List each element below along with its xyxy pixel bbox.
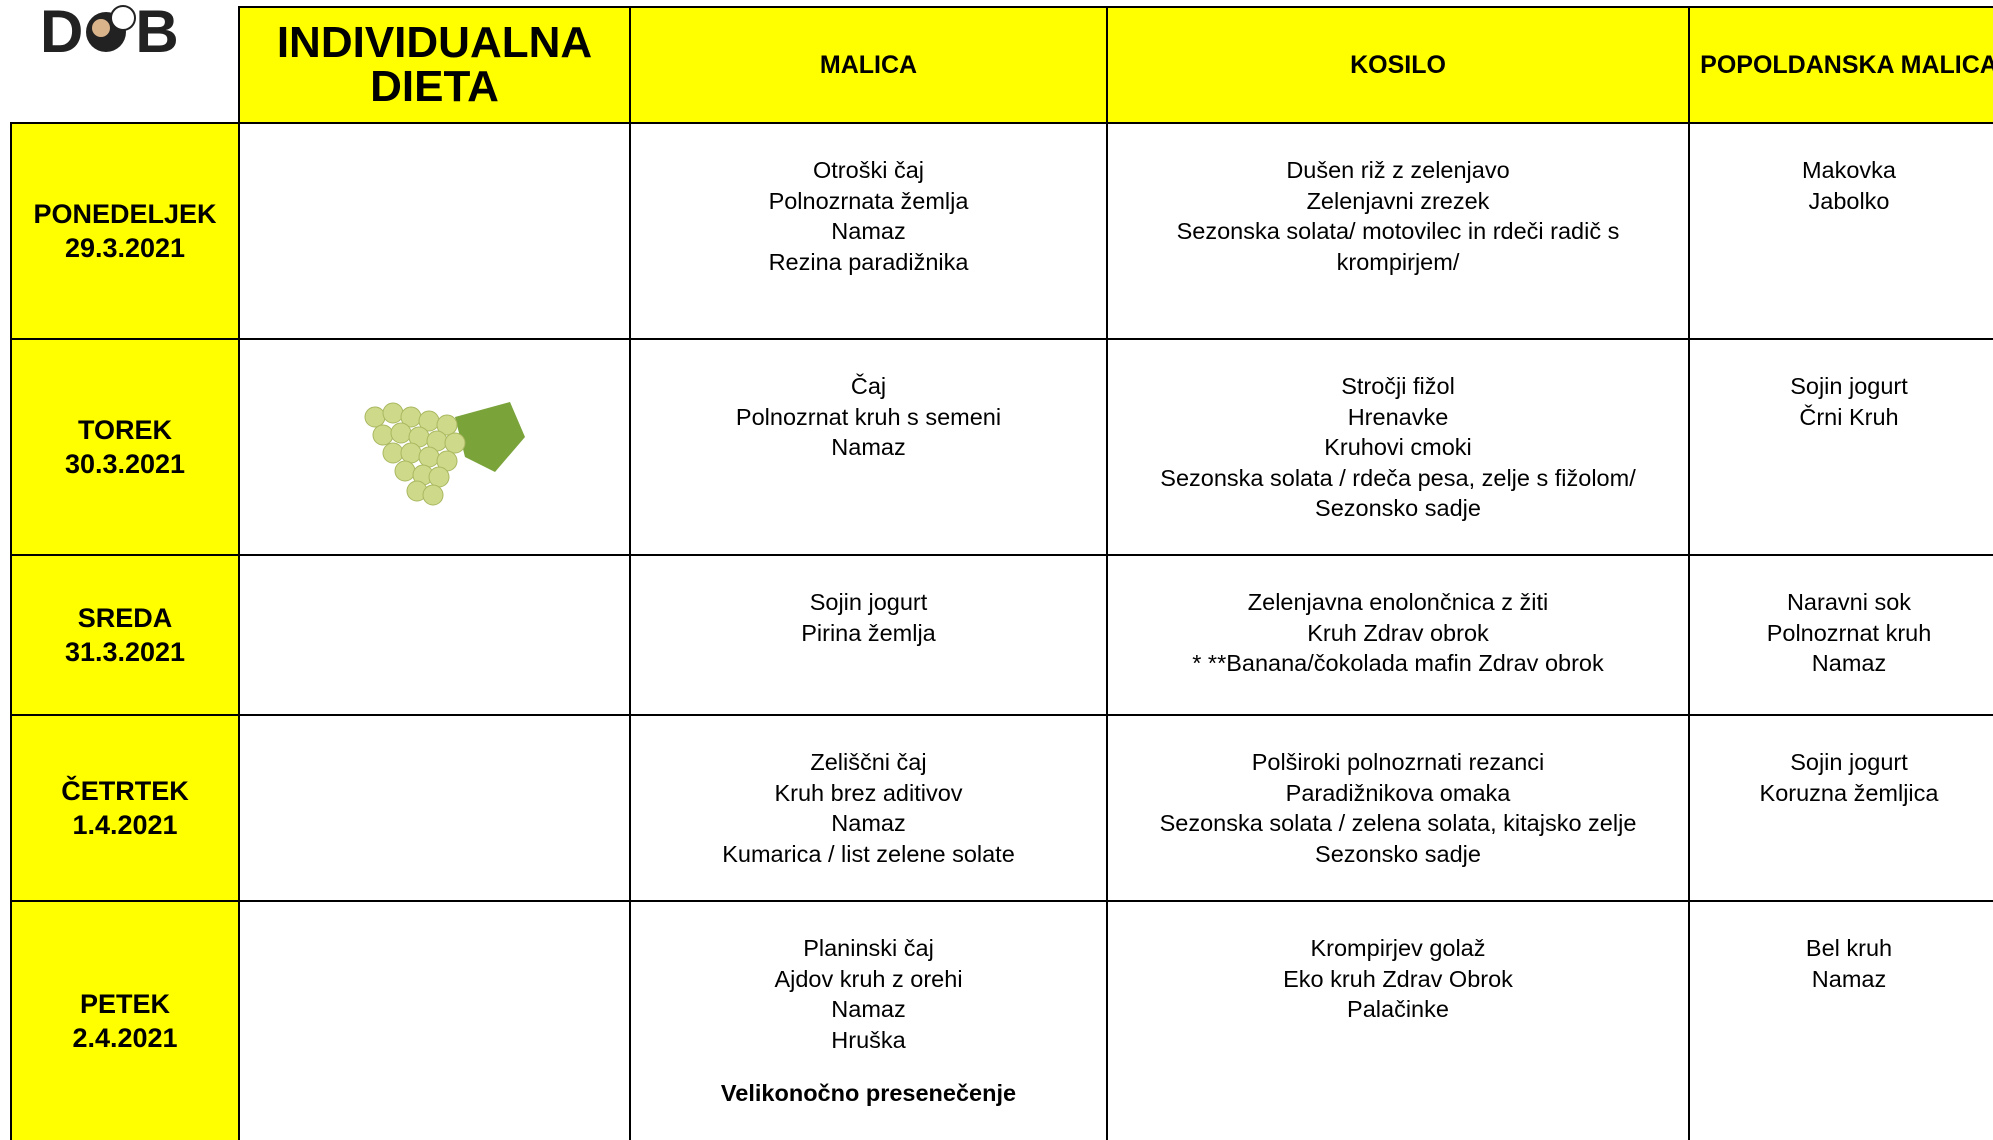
malica-cell: Otroški čaj Polnozrnata žemlja Namaz Rezina… bbox=[629, 122, 1106, 338]
popoldanska-cell: Sojin jogurt Koruzna žemljica bbox=[1688, 714, 1993, 900]
menu-item: Namaz bbox=[831, 218, 906, 244]
menu-note: Velikonočno presenečenje bbox=[720, 1080, 1017, 1106]
menu-item: Krompirjev golaž bbox=[1310, 935, 1486, 961]
column-header: MALICA bbox=[629, 6, 1106, 122]
day-cell: PETEK 2.4.2021 bbox=[10, 900, 238, 1140]
menu-item: Makovka bbox=[1801, 157, 1897, 183]
image-cell bbox=[238, 338, 629, 554]
menu-item: Kruh brez aditivov bbox=[774, 779, 963, 806]
menu-item: Polnozrnat kruh bbox=[1766, 619, 1932, 646]
menu-item: Paradižnikova omaka bbox=[1285, 779, 1511, 806]
menu-item: Zelenjavna enolončnica z žiti bbox=[1247, 589, 1549, 615]
menu-item: Namaz bbox=[831, 810, 906, 836]
menu-item: Namaz bbox=[831, 996, 906, 1022]
day-date: 30.3.2021 bbox=[64, 449, 186, 479]
menu-item: Dušen riž z zelenjavo bbox=[1286, 157, 1510, 183]
menu-item: Sojin jogurt bbox=[1790, 749, 1908, 775]
menu-item: Rezina paradižnika bbox=[768, 248, 969, 275]
image-cell bbox=[238, 122, 629, 338]
menu-item: Hrenavke bbox=[1347, 403, 1449, 430]
menu-item: Namaz bbox=[1811, 650, 1887, 676]
menu-item: Sezonska solata / zelena solata, kitajsk… bbox=[1159, 810, 1637, 836]
menu-item: Zelenjavni zrezek bbox=[1306, 187, 1490, 214]
kosilo-cell: Zelenjavna enolončnica z žiti Kruh Zdrav … bbox=[1106, 554, 1688, 714]
menu-item: Namaz bbox=[1811, 965, 1887, 992]
menu-item: Kruhovi cmoki bbox=[1324, 434, 1472, 460]
kosilo-cell: Polširoki polnozrnati rezanci Paradižniko… bbox=[1106, 714, 1688, 900]
day-name: ČETRTEK bbox=[61, 776, 189, 806]
column-header: POPOLDANSKA MALICA bbox=[1688, 6, 1993, 122]
image-cell bbox=[238, 900, 629, 1140]
menu-item: Kruh Zdrav obrok bbox=[1307, 619, 1489, 646]
menu-item: Sojin jogurt bbox=[809, 589, 928, 615]
menu-item: Namaz bbox=[831, 434, 906, 460]
menu-item: Polširoki polnozrnati rezanci bbox=[1251, 749, 1545, 775]
kosilo-cell: Stročji fižol Hrenavke Kruhovi cmoki Sezons… bbox=[1106, 338, 1688, 554]
logo-icon bbox=[86, 5, 137, 52]
menu-item: Koruzna žemljica bbox=[1759, 779, 1939, 806]
day-cell: SREDA 31.3.2021 bbox=[10, 554, 238, 714]
menu-item: Sezonsko sadje bbox=[1315, 840, 1481, 867]
menu-item: Ajdov kruh z orehi bbox=[774, 965, 963, 992]
logo: D B bbox=[40, 0, 179, 66]
menu-item: Planinski čaj bbox=[803, 935, 934, 961]
image-cell bbox=[238, 714, 629, 900]
menu-item: Zeliščni čaj bbox=[810, 749, 927, 775]
menu-item: Polnozrnata žemlja bbox=[768, 187, 969, 214]
day-date: 1.4.2021 bbox=[72, 810, 178, 840]
menu-item: Polnozrnat kruh s semeni bbox=[735, 403, 1002, 430]
menu-item: Naravni sok bbox=[1786, 589, 1912, 615]
menu-item: Črni Kruh bbox=[1799, 403, 1899, 430]
column-header: KOSILO bbox=[1106, 6, 1688, 122]
malica-cell: Čaj Polnozrnat kruh s semeni Namaz bbox=[629, 338, 1106, 554]
menu-item: Sezonsko sadje bbox=[1315, 495, 1481, 521]
menu-item: Sojin jogurt bbox=[1790, 373, 1908, 399]
kosilo-cell: Krompirjev golaž Eko kruh Zdrav Obrok Pala… bbox=[1106, 900, 1688, 1140]
malica-cell: Planinski čaj Ajdov kruh z orehi Namaz Hruš… bbox=[629, 900, 1106, 1140]
popoldanska-cell: Makovka Jabolko bbox=[1688, 122, 1993, 338]
day-name: PONEDELJEK bbox=[33, 199, 217, 229]
day-cell: TOREK 30.3.2021 bbox=[10, 338, 238, 554]
table-title: INDIVIDUALNA DIETA bbox=[238, 6, 629, 122]
menu-item: Stročji fižol bbox=[1341, 373, 1455, 399]
menu-item: Čaj bbox=[850, 373, 887, 399]
day-name: TOREK bbox=[77, 415, 172, 445]
day-name: SREDA bbox=[77, 603, 173, 633]
day-cell: PONEDELJEK 29.3.2021 bbox=[10, 122, 238, 338]
menu-item: Jabolko bbox=[1808, 187, 1890, 214]
menu-item: Otroški čaj bbox=[813, 157, 924, 183]
menu-item: Sezonska solata / rdeča pesa, zelje s fi… bbox=[1160, 464, 1636, 491]
day-date: 29.3.2021 bbox=[64, 233, 186, 263]
day-name: PETEK bbox=[79, 989, 171, 1019]
menu-item: Sezonska solata/ motovilec in rdeči radi… bbox=[1176, 218, 1620, 275]
popoldanska-cell: Sojin jogurt Črni Kruh bbox=[1688, 338, 1993, 554]
menu-table: INDIVIDUALNA DIETA MALICA KOSILO POPOLDA… bbox=[10, 6, 1993, 1140]
malica-cell: Zeliščni čaj Kruh brez aditivov Namaz Kumar… bbox=[629, 714, 1106, 900]
image-cell bbox=[238, 554, 629, 714]
menu-item: Kumarica / list zelene solate bbox=[722, 840, 1015, 867]
logo-letter: D bbox=[40, 0, 83, 65]
day-cell: ČETRTEK 1.4.2021 bbox=[10, 714, 238, 900]
kosilo-cell: Dušen riž z zelenjavo Zelenjavni zrezek Se… bbox=[1106, 122, 1688, 338]
menu-item: * **Banana/čokolada mafin Zdrav obrok bbox=[1192, 650, 1604, 676]
menu-item: Hruška bbox=[831, 1026, 906, 1053]
logo-letter: B bbox=[135, 0, 178, 65]
day-date: 2.4.2021 bbox=[72, 1023, 178, 1053]
menu-item: Pirina žemlja bbox=[801, 619, 936, 646]
menu-item: Eko kruh Zdrav Obrok bbox=[1283, 965, 1513, 992]
popoldanska-cell: Bel kruh Namaz bbox=[1688, 900, 1993, 1140]
malica-cell: Sojin jogurt Pirina žemlja bbox=[629, 554, 1106, 714]
menu-item: Palačinke bbox=[1347, 996, 1449, 1022]
empty-corner bbox=[10, 6, 238, 122]
day-date: 31.3.2021 bbox=[64, 637, 186, 667]
menu-item: Bel kruh bbox=[1805, 935, 1893, 961]
grapes-image bbox=[364, 402, 525, 506]
popoldanska-cell: Naravni sok Polnozrnat kruh Namaz bbox=[1688, 554, 1993, 714]
